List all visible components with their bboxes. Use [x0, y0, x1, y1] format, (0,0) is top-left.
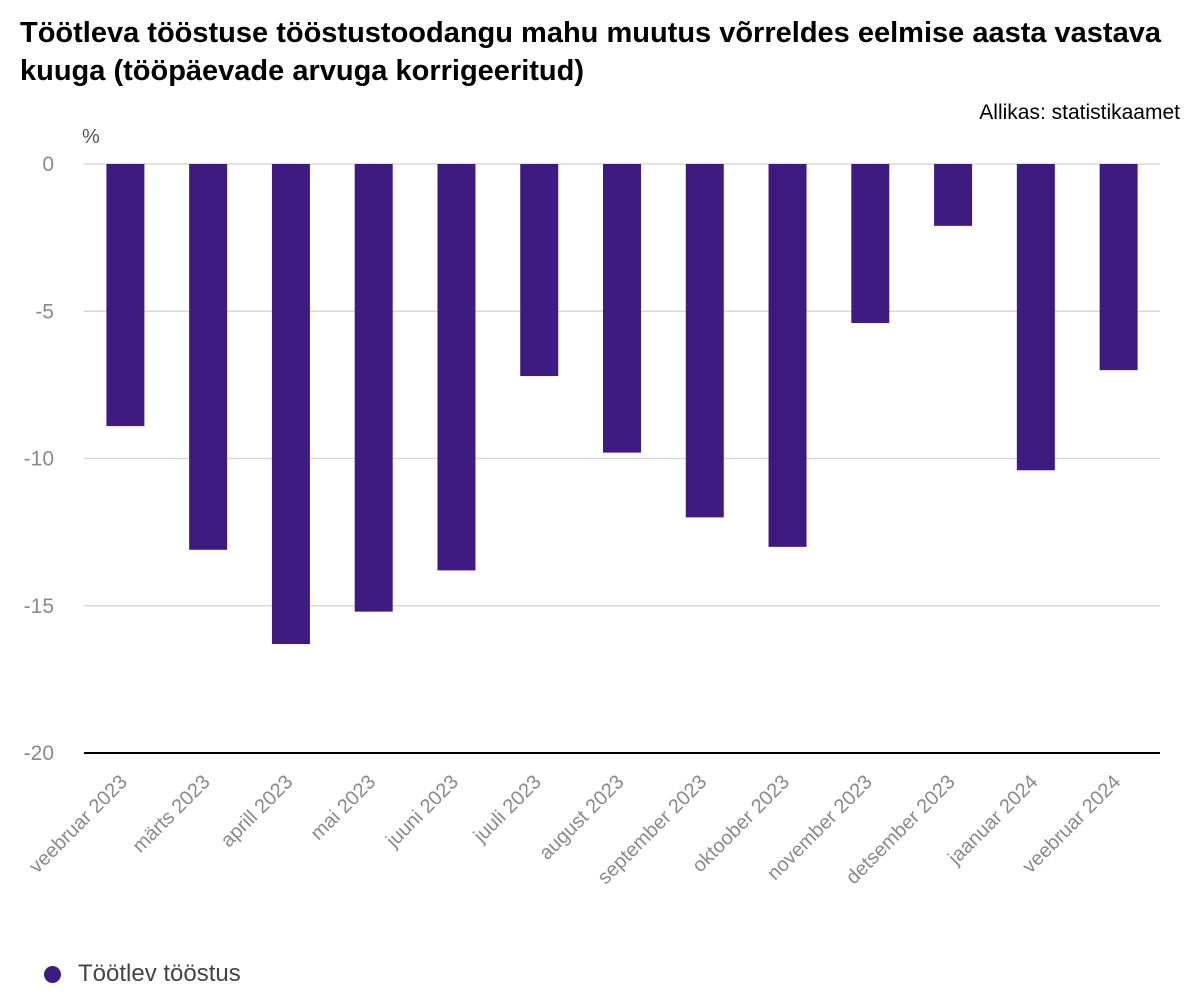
x-tick-label: veebruar 2023: [25, 771, 132, 878]
bar: [437, 164, 476, 571]
y-tick-label: -15: [24, 595, 54, 618]
y-tick-label: 0: [42, 153, 54, 176]
x-tick-label: aprill 2023: [217, 771, 298, 852]
bar: [934, 164, 973, 226]
x-tick-label: mai 2023: [306, 771, 380, 845]
x-tick-label: märts 2023: [128, 771, 214, 857]
y-axis-unit: %: [82, 126, 100, 148]
bar: [1016, 164, 1055, 471]
bars: [106, 164, 1138, 645]
bar: [520, 164, 559, 377]
bar: [603, 164, 641, 453]
y-axis-ticks: 0 -5 -10 -15 -20: [24, 153, 54, 765]
x-tick-label: juuli 2023: [469, 771, 546, 848]
bar: [851, 164, 890, 324]
legend-marker-icon: [44, 965, 61, 983]
bar: [685, 164, 724, 518]
y-tick-label: -20: [24, 742, 54, 765]
source-note: Allikas: statistikaamet: [979, 101, 1180, 124]
x-tick-label: august 2023: [535, 771, 628, 864]
bar: [768, 164, 807, 547]
legend-label: Töötlev tööstus: [78, 960, 241, 987]
gridlines: [84, 163, 1160, 754]
y-tick-label: -10: [24, 448, 54, 471]
x-tick-label: juuni 2023: [381, 771, 463, 853]
bar: [189, 164, 228, 550]
y-tick-label: -5: [35, 300, 54, 323]
bar: [1099, 164, 1138, 371]
bar: [354, 164, 393, 612]
legend: Töötlev tööstus: [44, 960, 241, 988]
bar: [106, 164, 145, 427]
chart-title: Töötleva tööstuse tööstustoodangu mahu m…: [20, 17, 1161, 87]
bar: [271, 164, 310, 645]
